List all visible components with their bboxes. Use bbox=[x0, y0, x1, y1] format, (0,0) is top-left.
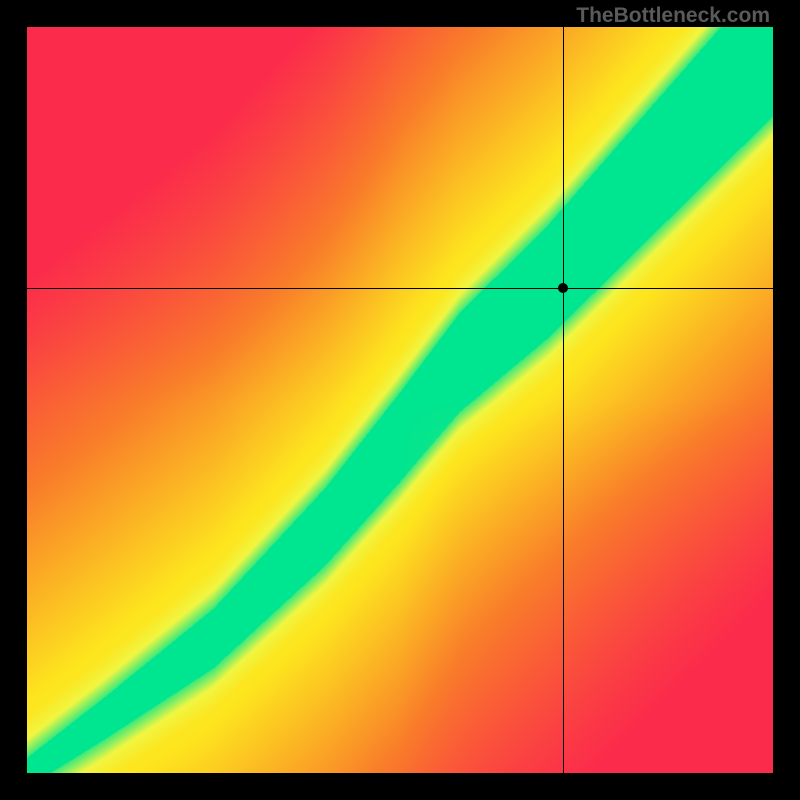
chart-outer-frame bbox=[0, 0, 800, 800]
crosshair-marker bbox=[558, 283, 568, 293]
heatmap-plot-area bbox=[27, 27, 773, 773]
heatmap-canvas bbox=[27, 27, 773, 773]
crosshair-vertical bbox=[563, 27, 564, 773]
watermark-text: TheBottleneck.com bbox=[576, 4, 770, 28]
crosshair-horizontal bbox=[27, 288, 773, 289]
